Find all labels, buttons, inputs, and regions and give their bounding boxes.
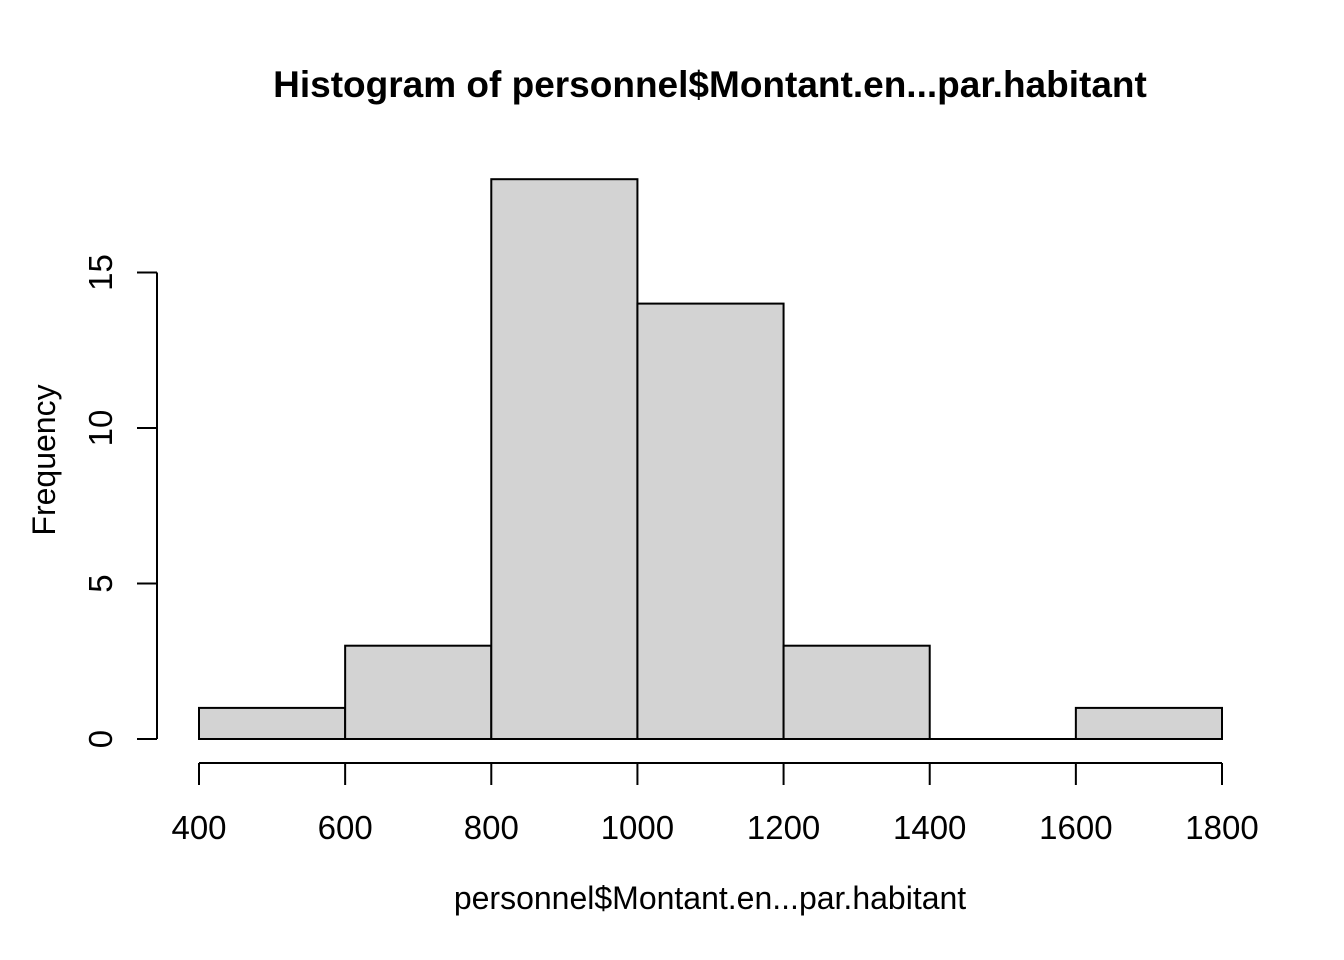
y-tick-label: 5: [82, 574, 119, 592]
y-tick-label: 15: [82, 254, 119, 291]
histogram-bar: [782, 644, 931, 741]
histogram-bar: [636, 302, 785, 740]
histogram-bar: [1074, 706, 1224, 741]
chart-title: Histogram of personnel$Montant.en...par.…: [273, 64, 1147, 105]
histogram-bar: [490, 178, 639, 740]
plot-area: 400 600 800 1000 1200 1400 1600 1800 0 5 10 15: [82, 178, 1259, 846]
x-tick-label: 1400: [893, 809, 966, 846]
y-tick-label: 10: [82, 410, 119, 447]
histogram-bar: [198, 706, 347, 741]
x-axis-label: personnel$Montant.en...par.habitant: [454, 880, 966, 916]
x-tick-label: 600: [318, 809, 373, 846]
y-tick-label: 0: [82, 730, 119, 748]
x-tick-label: 400: [171, 809, 226, 846]
x-tick-label: 800: [464, 809, 519, 846]
y-axis-label: Frequency: [26, 384, 62, 535]
x-tick-label: 1200: [747, 809, 820, 846]
histogram-bar: [344, 644, 493, 741]
x-tick-label: 1600: [1039, 809, 1112, 846]
x-tick-label: 1000: [601, 809, 674, 846]
x-tick-label: 1800: [1185, 809, 1258, 846]
